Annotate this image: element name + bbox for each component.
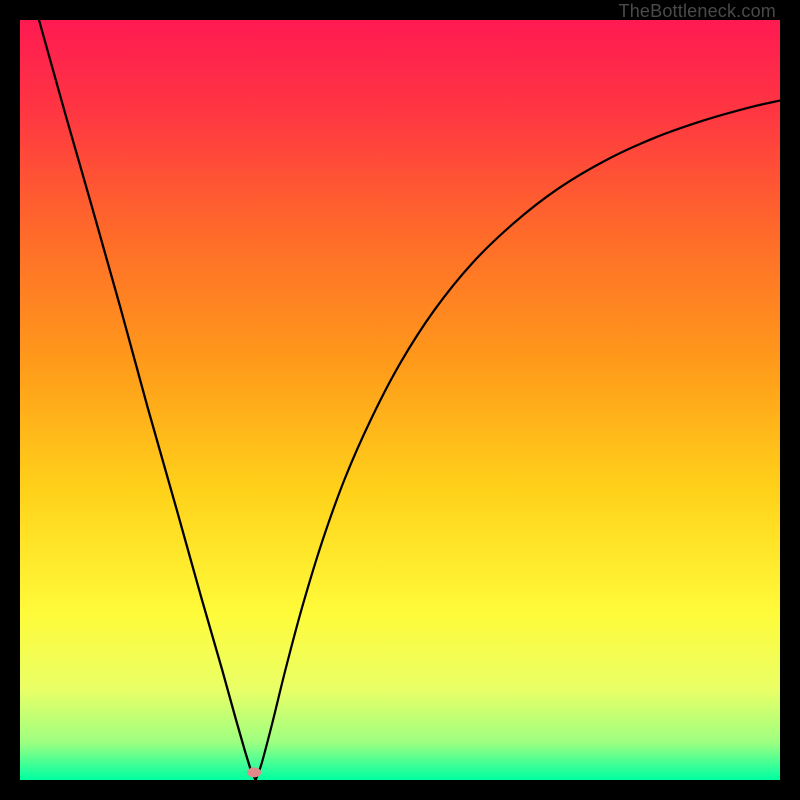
plot-svg [20,20,780,780]
plot-area [20,20,780,780]
watermark: TheBottleneck.com [619,1,776,22]
min-marker [247,767,261,777]
outer-frame: TheBottleneck.com [0,0,800,800]
